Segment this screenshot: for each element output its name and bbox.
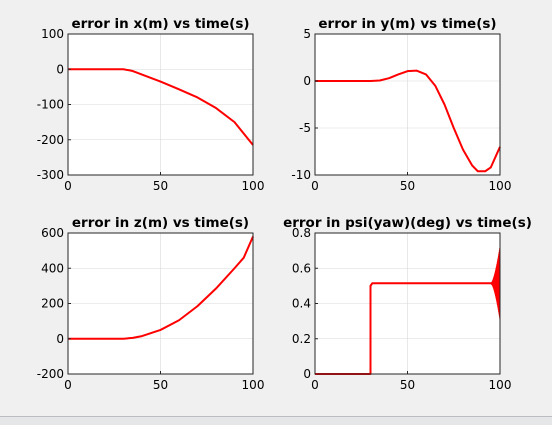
status-bar	[0, 416, 552, 425]
x-tick-label: 0	[311, 179, 319, 193]
series-line	[315, 69, 501, 173]
oscillation-line	[490, 246, 501, 320]
x-tick-label: 100	[242, 179, 265, 193]
y-tick-label: 0	[303, 74, 311, 88]
x-tick-label: 0	[64, 179, 72, 193]
series-line	[68, 236, 254, 340]
y-tick-label: 600	[41, 226, 64, 240]
y-tick-label: 0	[56, 332, 64, 346]
y-tick-label: -200	[37, 367, 64, 381]
x-tick-label: 50	[400, 378, 415, 392]
x-tick-label: 100	[489, 378, 512, 392]
y-tick-label: -200	[37, 133, 64, 147]
chart-title: error in z(m) vs time(s)	[72, 215, 249, 231]
x-tick-label: 50	[400, 179, 415, 193]
chart-title: error in y(m) vs time(s)	[318, 16, 496, 32]
y-tick-label: -100	[37, 98, 64, 112]
y-tick-label: 0.8	[292, 226, 311, 240]
subplot-2: 0 50 100 -10 -5 0 5 error in y(m) vs time(s)	[291, 16, 511, 193]
y-tick-label: -10	[291, 168, 311, 182]
x-tick-label: 100	[242, 378, 265, 392]
y-tick-label: -5	[299, 121, 311, 135]
y-tick-label: 100	[41, 27, 64, 41]
subplot-1: 0 50 100 -300 -200 -100 0 100 error in x(m) vs t…	[37, 16, 265, 193]
x-tick-label: 0	[311, 378, 319, 392]
y-tick-label: 5	[303, 27, 311, 41]
x-tick-label: 0	[64, 378, 72, 392]
x-tick-label: 100	[489, 179, 512, 193]
y-tick-label: 0.6	[292, 261, 311, 275]
chart-title: error in psi(yaw)(deg) vs time(s)	[283, 215, 532, 231]
x-tick-label: 50	[153, 179, 168, 193]
y-tick-label: 0	[56, 62, 64, 76]
y-tick-label: -300	[37, 168, 64, 182]
y-tick-label: 0	[303, 367, 311, 381]
chart-title: error in x(m) vs time(s)	[71, 16, 249, 32]
series-line	[68, 68, 254, 146]
x-tick-label: 50	[153, 378, 168, 392]
y-tick-label: 0.4	[292, 297, 311, 311]
y-tick-label: 400	[41, 261, 64, 275]
y-tick-label: 200	[41, 297, 64, 311]
y-tick-label: 0.2	[292, 332, 311, 346]
